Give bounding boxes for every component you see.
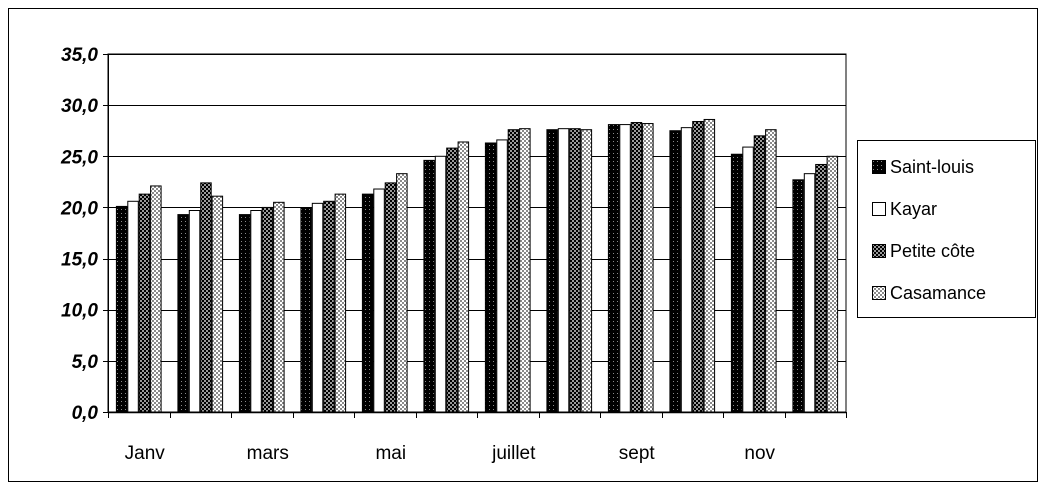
axes (103, 54, 847, 418)
legend-swatch-kayar (872, 202, 886, 216)
bar-casamance-4 (396, 173, 408, 413)
legend-swatch-saint-louis (872, 160, 886, 174)
bar-casamance-3 (334, 193, 347, 413)
bar-kayar-2 (250, 210, 262, 413)
x-axis-tick-labels: Janv mars mai juillet sept nov (125, 443, 776, 464)
y-tick-label: 25,0 (60, 147, 98, 168)
bars (115, 118, 839, 413)
bar-kayar-11 (803, 173, 816, 413)
x-tick-label: Janv (125, 443, 166, 464)
bar-petite-c-te-7 (569, 128, 581, 413)
legend-label: Kayar (890, 198, 938, 219)
bar-casamance-2 (273, 201, 285, 413)
bar-saint-louis-11 (792, 179, 804, 413)
bar-petite-c-te-10 (753, 135, 766, 413)
bar-saint-louis-7 (546, 129, 558, 413)
y-tick-label: 0,0 (72, 403, 99, 424)
bar-saint-louis-0 (115, 205, 128, 413)
bar-kayar-0 (127, 200, 139, 413)
legend-swatch-casamance (872, 286, 886, 300)
legend-item-casamance: Casamance (872, 281, 986, 305)
bar-saint-louis-2 (238, 214, 251, 413)
bar-saint-louis-6 (484, 142, 497, 413)
bar-casamance-10 (765, 129, 777, 413)
y-tick-label: 20,0 (60, 198, 98, 219)
bar-kayar-3 (311, 202, 324, 413)
bar-casamance-0 (150, 185, 162, 413)
legend-item-petite-cote: Petite côte (872, 239, 975, 263)
x-tick-label: juillet (491, 443, 536, 464)
legend-label: Saint-louis (890, 156, 975, 177)
bar-saint-louis-10 (730, 153, 743, 413)
legend-label: Casamance (890, 282, 987, 303)
bar-petite-c-te-6 (507, 129, 520, 413)
x-tick-label: mai (375, 443, 406, 464)
y-tick-label: 30,0 (61, 96, 98, 117)
x-tick-label: sept (619, 443, 656, 464)
bar-kayar-1 (188, 210, 201, 413)
bar-kayar-8 (619, 124, 631, 413)
bar-petite-c-te-0 (138, 193, 151, 413)
bar-petite-c-te-9 (692, 121, 704, 413)
y-tick-label: 15,0 (61, 250, 98, 271)
y-tick-label: 10,0 (61, 301, 98, 322)
y-tick-label: 35,0 (61, 45, 98, 66)
bar-petite-c-te-2 (261, 206, 274, 413)
bar-casamance-6 (519, 128, 531, 413)
bar-kayar-7 (557, 128, 570, 413)
x-tick-label: mars (247, 443, 289, 464)
legend: Saint-louis Kayar Petite côte Casamance (857, 140, 1036, 318)
bar-kayar-6 (496, 139, 508, 413)
bar-petite-c-te-4 (384, 182, 397, 413)
bar-casamance-1 (211, 195, 224, 413)
bar-petite-c-te-3 (323, 200, 335, 413)
bar-saint-louis-1 (177, 214, 189, 413)
bar-kayar-10 (742, 146, 754, 413)
bar-petite-c-te-8 (630, 122, 643, 413)
bar-kayar-4 (373, 188, 385, 413)
bar-saint-louis-8 (607, 124, 620, 413)
bar-casamance-7 (580, 129, 593, 413)
bar-casamance-8 (642, 123, 654, 413)
bar-saint-louis-9 (669, 130, 681, 413)
bar-petite-c-te-11 (815, 163, 827, 413)
x-tick-label: nov (744, 443, 775, 464)
bar-kayar-5 (434, 155, 447, 413)
bar-casamance-9 (703, 118, 716, 413)
bar-saint-louis-5 (423, 159, 435, 413)
legend-item-kayar: Kayar (872, 197, 937, 221)
bar-saint-louis-4 (361, 193, 374, 413)
bar-petite-c-te-5 (446, 147, 458, 413)
bar-petite-c-te-1 (200, 182, 212, 413)
bar-casamance-11 (826, 155, 839, 413)
legend-label: Petite côte (890, 240, 976, 261)
bar-casamance-5 (457, 141, 470, 413)
bar-kayar-9 (680, 127, 693, 413)
y-axis-tick-labels: 0,0 5,0 10,0 15,0 20,0 25,0 30,0 35,0 (60, 45, 98, 424)
legend-item-saint-louis: Saint-louis (872, 155, 974, 179)
bar-saint-louis-3 (300, 207, 312, 413)
legend-swatch-petite-cote (872, 244, 886, 258)
y-tick-label: 5,0 (72, 352, 99, 373)
